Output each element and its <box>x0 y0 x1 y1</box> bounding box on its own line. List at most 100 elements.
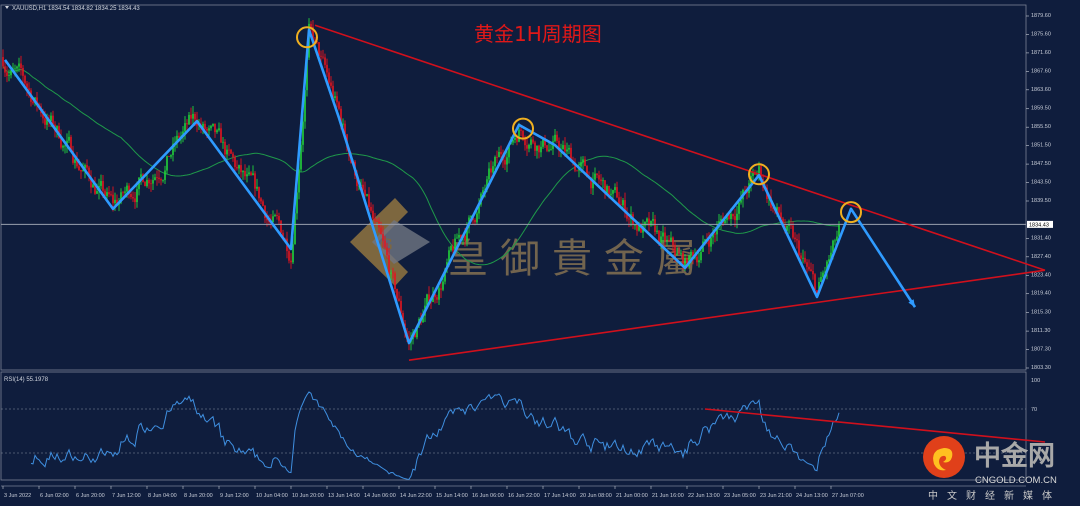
candle <box>192 105 194 126</box>
candle <box>550 143 552 151</box>
candle-body <box>540 146 542 153</box>
candle <box>732 213 734 220</box>
time-tick-label: 20 Jun 08:00 <box>580 493 612 499</box>
time-tick-label: 22 Jun 13:00 <box>688 493 720 499</box>
current-price-label: 1834.43 <box>1029 222 1049 228</box>
candle <box>534 140 536 156</box>
candle-body <box>546 145 548 151</box>
price-tick-label: 1807.30 <box>1031 347 1051 353</box>
candle-body <box>720 218 722 222</box>
candle <box>64 144 66 154</box>
candle-body <box>608 186 610 195</box>
candle-body <box>662 232 664 237</box>
price-tick-label: 1859.50 <box>1031 106 1051 112</box>
candle-body <box>290 260 292 263</box>
candle-body <box>340 108 342 125</box>
candle-body <box>448 250 450 263</box>
candle-body <box>628 218 630 220</box>
candle <box>678 246 680 255</box>
candle-body <box>204 123 206 129</box>
candle <box>566 142 568 155</box>
candle <box>528 143 530 153</box>
candle-body <box>416 325 418 338</box>
candle-body <box>636 224 638 231</box>
candle-body <box>82 170 84 172</box>
candle-body <box>18 63 20 67</box>
candle-body <box>804 257 806 263</box>
time-tick-label: 17 Jun 14:00 <box>544 493 576 499</box>
candle <box>744 185 746 191</box>
candle-body <box>252 173 254 175</box>
candle <box>456 233 458 239</box>
candle-body <box>564 145 566 152</box>
candle-body <box>802 257 804 259</box>
candle <box>618 191 620 206</box>
candle <box>336 91 338 108</box>
candle <box>230 148 232 155</box>
candle <box>280 220 282 234</box>
candle-body <box>330 82 332 86</box>
candle-body <box>798 240 800 256</box>
candle-body <box>300 144 302 170</box>
candle-body <box>814 274 816 291</box>
candle-body <box>194 113 196 120</box>
candle-body <box>696 256 698 263</box>
candle-body <box>288 251 290 261</box>
candle-body <box>536 145 538 151</box>
candle-body <box>228 149 230 151</box>
candle-body <box>616 187 618 198</box>
candle <box>6 66 8 83</box>
candle <box>624 192 626 218</box>
candle <box>370 202 372 213</box>
candle <box>208 125 210 137</box>
candle <box>620 196 622 206</box>
candle-body <box>806 262 808 267</box>
candle <box>570 143 572 161</box>
candle-body <box>730 214 732 219</box>
candle <box>148 178 150 189</box>
candle-body <box>342 123 344 125</box>
candle-body <box>674 245 676 255</box>
candle <box>454 234 456 252</box>
candle-body <box>828 259 830 262</box>
candle-body <box>126 185 128 192</box>
candle-body <box>604 180 606 194</box>
candle <box>152 174 154 191</box>
candle <box>108 186 110 198</box>
candle-body <box>776 207 778 211</box>
candle-body <box>414 332 416 338</box>
zigzag-arrow-icon <box>908 299 915 308</box>
candle <box>698 252 700 268</box>
candle-body <box>664 232 666 241</box>
candle-body <box>460 234 462 239</box>
candle <box>804 251 806 264</box>
candle-body <box>134 198 136 203</box>
candle-body <box>148 179 150 184</box>
pivot-circles-layer <box>296 26 862 224</box>
candle <box>628 215 630 228</box>
candle-body <box>218 128 220 131</box>
candle <box>794 232 796 243</box>
candle <box>160 177 162 186</box>
candle-body <box>276 215 278 217</box>
candle-body <box>710 237 712 247</box>
time-tick-label: 14 Jun 06:00 <box>364 493 396 499</box>
candle <box>210 124 212 131</box>
candle-body <box>498 151 500 158</box>
pivot-circle <box>840 201 862 224</box>
candle <box>512 139 514 146</box>
watermark-logo-left <box>350 198 408 286</box>
header-dropdown-icon[interactable] <box>5 6 9 9</box>
candle-body <box>818 281 820 294</box>
candle-body <box>76 159 78 167</box>
candle-body <box>380 227 382 235</box>
candle-body <box>384 240 386 248</box>
candle <box>806 259 808 275</box>
rsi-layer: 100 70 <box>1 378 1046 480</box>
candle-body <box>786 225 788 231</box>
candle-body <box>456 237 458 239</box>
candle-body <box>534 142 536 151</box>
candle-body <box>258 186 260 199</box>
candle-body <box>370 206 372 211</box>
candle-body <box>738 202 740 214</box>
